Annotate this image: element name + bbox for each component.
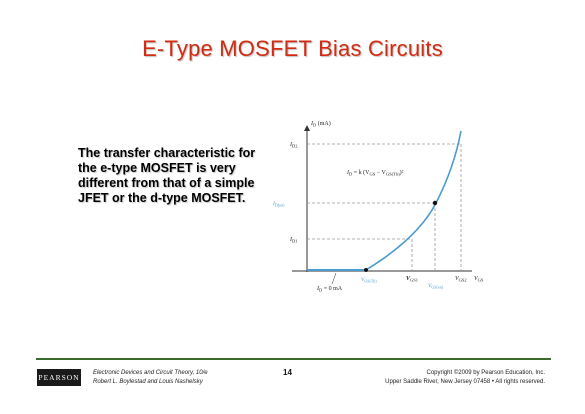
body-line: the e-type MOSFET is very	[78, 161, 236, 175]
idon-label: ID(on)	[272, 201, 285, 208]
book-title: Electronic Devices and Circuit Theory, 1…	[93, 370, 208, 376]
body-line: different from that of a simple	[78, 176, 255, 190]
vgs1-label: VGS1	[406, 276, 418, 283]
pearson-logo: PEARSON	[37, 369, 81, 386]
body-line: The transfer characteristic for	[78, 146, 256, 160]
footer-divider	[36, 358, 551, 360]
copyright-line: Copyright ©2009 by Pearson Education, In…	[426, 370, 546, 376]
copyright-line: Upper Saddle River, New Jersey 07458 • A…	[385, 379, 545, 385]
body-text: The transfer characteristic for the e-ty…	[78, 146, 278, 206]
id0-label: ID = 0 mA	[316, 286, 343, 293]
guide-lines	[307, 143, 462, 271]
vgs2-label: VGS2	[455, 276, 467, 283]
page-number: 14	[283, 368, 292, 377]
id2-label: ID2	[289, 142, 298, 149]
x-axis-label: VGS	[474, 276, 484, 283]
transfer-curve	[365, 130, 462, 271]
vgson-label: VGS(on)	[428, 283, 444, 290]
book-authors: Robert L. Boylestad and Louis Nashelsky	[93, 379, 203, 385]
vgsth-label: VGS(Th)	[361, 277, 377, 284]
equation-label: ID = k (VGS − VGS(Th))²	[346, 169, 404, 177]
y-axis-label: ID (mA)	[310, 120, 331, 128]
threshold-dot	[364, 268, 368, 272]
id1-label: ID1	[289, 237, 298, 244]
id0-leader	[331, 272, 337, 285]
copyright: Copyright ©2009 by Pearson Education, In…	[385, 369, 545, 387]
slide-title: E-Type MOSFET Bias Circuits	[142, 36, 443, 61]
book-credit: Electronic Devices and Circuit Theory, 1…	[93, 369, 208, 387]
operating-point-dot	[432, 200, 438, 206]
body-line: JFET or the d-type MOSFET.	[78, 191, 246, 205]
